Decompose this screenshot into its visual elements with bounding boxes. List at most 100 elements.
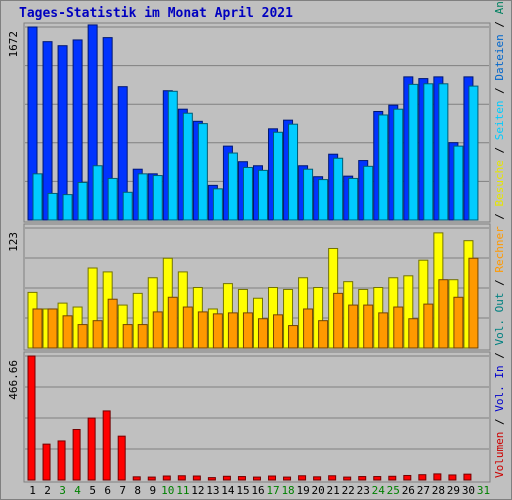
bar-visits-rechner-day-11 bbox=[182, 306, 193, 349]
day-label-5: 5 bbox=[89, 484, 96, 497]
day-label-17: 17 bbox=[266, 484, 279, 497]
day-label-19: 19 bbox=[296, 484, 309, 497]
bar-visits-rechner-day-18 bbox=[288, 325, 299, 349]
bar-volume-volumen-day-13 bbox=[207, 477, 216, 481]
side-legend-item-dateien: Dateien bbox=[493, 34, 506, 80]
bar-volume-volumen-day-11 bbox=[177, 475, 186, 481]
side-legend-separator: / bbox=[493, 273, 506, 293]
bar-volume-volumen-day-16 bbox=[252, 476, 261, 481]
day-label-27: 27 bbox=[417, 484, 430, 497]
bar-visits-rechner-day-24 bbox=[378, 312, 389, 349]
bar-requests-seiten-day-26 bbox=[408, 83, 419, 221]
bar-volume-volumen-day-15 bbox=[237, 476, 246, 481]
side-legend-separator: / bbox=[493, 206, 506, 226]
bar-volume-volumen-day-25 bbox=[388, 475, 397, 481]
bar-volume-volumen-day-24 bbox=[373, 476, 382, 481]
day-label-6: 6 bbox=[104, 484, 111, 497]
bar-volume-volumen-day-19 bbox=[298, 475, 307, 481]
bar-volume-volumen-day-22 bbox=[343, 476, 352, 481]
bar-requests-seiten-day-14 bbox=[227, 152, 238, 221]
bar-requests-seiten-day-2 bbox=[47, 192, 58, 221]
side-legend-separator: / bbox=[493, 346, 506, 366]
bar-visits-rechner-day-2 bbox=[47, 308, 58, 349]
bar-visits-rechner-day-10 bbox=[167, 296, 178, 349]
bar-visits-rechner-day-28 bbox=[438, 279, 449, 349]
bar-visits-rechner-day-20 bbox=[318, 320, 329, 349]
bar-visits-rechner-day-9 bbox=[152, 311, 163, 349]
bar-visits-rechner-day-13 bbox=[212, 313, 223, 349]
bar-visits-rechner-day-3 bbox=[62, 315, 73, 349]
day-label-18: 18 bbox=[281, 484, 294, 497]
day-label-3: 3 bbox=[59, 484, 66, 497]
bar-requests-seiten-day-12 bbox=[197, 123, 208, 221]
bar-visits-rechner-day-22 bbox=[348, 304, 359, 349]
day-label-16: 16 bbox=[251, 484, 264, 497]
bar-requests-seiten-day-13 bbox=[212, 188, 223, 221]
day-label-30: 30 bbox=[462, 484, 475, 497]
bar-volume-volumen-day-7 bbox=[117, 435, 126, 481]
day-label-31: 31 bbox=[477, 484, 490, 497]
bar-volume-volumen-day-14 bbox=[222, 475, 231, 481]
day-label-29: 29 bbox=[447, 484, 460, 497]
bar-visits-rechner-day-26 bbox=[408, 318, 419, 349]
day-label-15: 15 bbox=[236, 484, 249, 497]
bar-requests-seiten-day-25 bbox=[393, 108, 404, 221]
max-label-visits: 123 bbox=[7, 232, 20, 252]
side-legend-item-vol-out: Vol. Out bbox=[493, 293, 506, 346]
bar-requests-seiten-day-3 bbox=[62, 194, 73, 221]
day-label-26: 26 bbox=[402, 484, 415, 497]
bar-volume-volumen-day-6 bbox=[102, 410, 111, 481]
bar-requests-seiten-day-10 bbox=[167, 90, 178, 221]
bar-volume-volumen-day-3 bbox=[57, 440, 66, 481]
bar-visits-rechner-day-21 bbox=[333, 292, 344, 349]
side-legend-separator: / bbox=[493, 412, 506, 432]
bar-volume-volumen-day-18 bbox=[283, 476, 292, 481]
max-label-volume: 466.66 bbox=[7, 360, 20, 400]
bar-visits-rechner-day-4 bbox=[77, 324, 88, 349]
day-label-10: 10 bbox=[161, 484, 174, 497]
bar-requests-seiten-day-17 bbox=[273, 131, 284, 221]
panel-border-requests bbox=[23, 22, 491, 223]
bar-visits-rechner-day-17 bbox=[273, 314, 284, 349]
bar-visits-rechner-day-30 bbox=[468, 257, 479, 349]
bar-requests-seiten-day-7 bbox=[122, 191, 133, 221]
bar-volume-volumen-day-26 bbox=[403, 474, 412, 481]
bar-volume-volumen-day-17 bbox=[268, 475, 277, 481]
bar-visits-rechner-day-1 bbox=[32, 308, 43, 349]
day-label-28: 28 bbox=[432, 484, 445, 497]
bar-requests-seiten-day-4 bbox=[77, 181, 88, 221]
bar-visits-rechner-day-16 bbox=[257, 318, 268, 349]
bar-visits-rechner-day-19 bbox=[303, 308, 314, 349]
bar-requests-seiten-day-6 bbox=[107, 177, 118, 221]
max-label-requests: 1672 bbox=[7, 31, 20, 58]
day-label-13: 13 bbox=[206, 484, 219, 497]
bar-visits-rechner-day-15 bbox=[242, 312, 253, 349]
day-label-12: 12 bbox=[191, 484, 204, 497]
bar-requests-seiten-day-23 bbox=[363, 165, 374, 221]
side-legend-item-vol-in: Vol. In bbox=[493, 365, 506, 411]
day-label-20: 20 bbox=[312, 484, 325, 497]
bar-volume-volumen-day-4 bbox=[72, 429, 81, 481]
bar-volume-volumen-day-27 bbox=[418, 474, 427, 481]
side-legend-item-rechner: Rechner bbox=[493, 226, 506, 273]
chart-title: Tages-Statistik im Monat April 2021 bbox=[19, 6, 293, 21]
bar-volume-volumen-day-8 bbox=[132, 476, 141, 481]
day-label-11: 11 bbox=[176, 484, 189, 497]
day-label-24: 24 bbox=[372, 484, 386, 497]
bar-volume-volumen-day-2 bbox=[42, 443, 51, 481]
side-legend-item-besuche: Besuche bbox=[493, 160, 506, 206]
side-legend-item-anfragen: Anfragen bbox=[493, 0, 506, 14]
bar-visits-rechner-day-8 bbox=[137, 324, 148, 349]
bar-requests-seiten-day-28 bbox=[438, 83, 449, 221]
bar-visits-rechner-day-5 bbox=[92, 320, 103, 349]
day-label-2: 2 bbox=[44, 484, 51, 497]
bar-volume-volumen-day-12 bbox=[192, 475, 201, 481]
bar-volume-volumen-day-1 bbox=[27, 355, 36, 481]
day-label-4: 4 bbox=[74, 484, 81, 497]
bar-requests-seiten-day-9 bbox=[152, 175, 163, 221]
bar-visits-rechner-day-27 bbox=[423, 303, 434, 349]
bar-requests-seiten-day-8 bbox=[137, 173, 148, 221]
day-label-22: 22 bbox=[342, 484, 355, 497]
bar-requests-seiten-day-21 bbox=[333, 157, 344, 221]
